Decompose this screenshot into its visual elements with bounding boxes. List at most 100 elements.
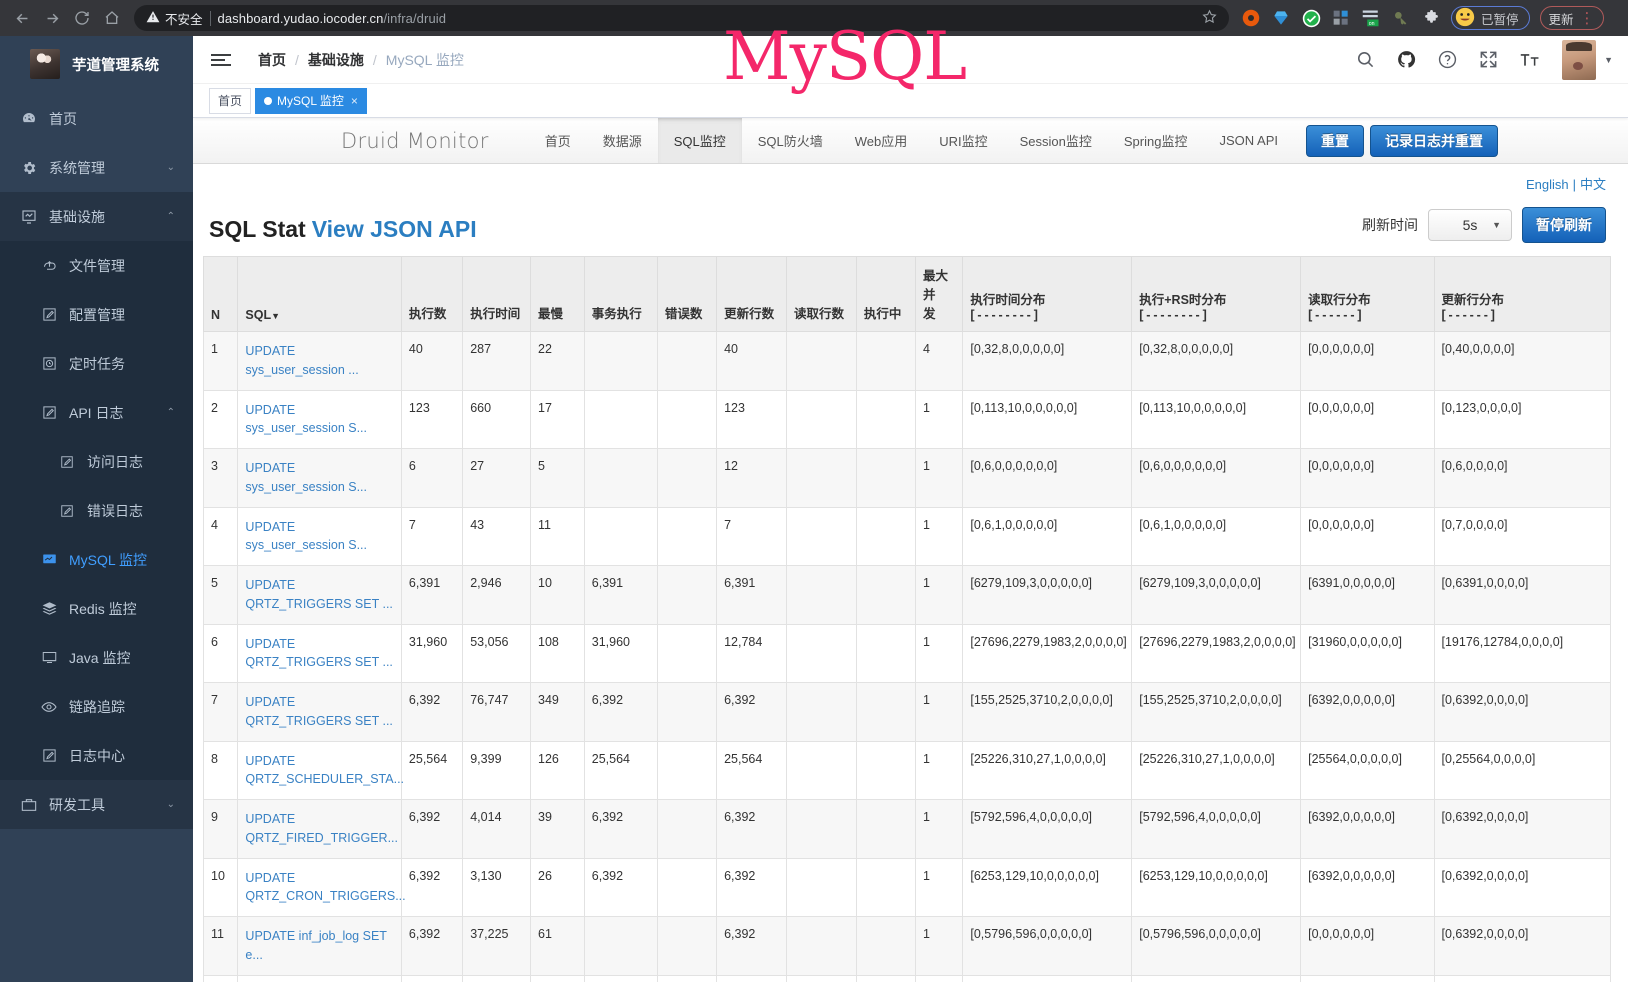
sql-link[interactable]: UPDATE sys_user_session S... xyxy=(245,461,368,494)
back-button[interactable] xyxy=(8,4,36,32)
fullscreen-icon[interactable] xyxy=(1479,50,1498,69)
refresh-interval-select[interactable]: 5s ▼ xyxy=(1428,209,1512,241)
sidebar-item-mysql-monitor[interactable]: MySQL 监控 xyxy=(0,535,193,584)
table-col-header[interactable]: 最大并发 xyxy=(915,256,964,332)
sql-link[interactable]: UPDATE inf_job_log SET e... xyxy=(245,929,387,962)
table-col-header[interactable]: 执行时间 xyxy=(462,256,531,332)
druid-nav-home[interactable]: 首页 xyxy=(544,134,571,149)
sidebar-item-system[interactable]: 系统管理 ⌄ xyxy=(0,143,193,192)
extension-on-icon[interactable]: on xyxy=(1361,8,1381,28)
sql-link[interactable]: UPDATE QRTZ_TRIGGERS SET ... xyxy=(245,578,393,611)
sidebar-item-infra[interactable]: 基础设施 ⌃ xyxy=(0,192,193,241)
cell-time: 2,946 xyxy=(462,565,531,625)
sql-link[interactable]: UPDATE sys_user_session S... xyxy=(245,519,368,553)
breadcrumb-item-infra[interactable]: 基础设施 xyxy=(307,51,364,68)
chevron-down-icon: ▼ xyxy=(1492,220,1501,230)
extension-diamond-icon[interactable] xyxy=(1271,8,1291,28)
table-col-header[interactable]: 执行数 xyxy=(400,256,464,332)
druid-nav-json-api[interactable]: JSON API xyxy=(1219,133,1279,148)
close-icon[interactable]: × xyxy=(350,93,358,108)
cell-rsdist: [0,5796,596,0,0,0,0,0] xyxy=(1131,916,1302,976)
puzzle-extensions-icon[interactable] xyxy=(1421,8,1441,28)
browser-toolbar: 不安全 dashboard.yudao.iocoder.cn/infra/dru… xyxy=(0,0,1628,36)
sidebar-toggle-icon[interactable] xyxy=(211,53,233,66)
sidebar-item-dev-tools[interactable]: 研发工具 ⌄ xyxy=(0,780,193,829)
view-json-api-link[interactable]: View JSON API xyxy=(311,216,477,242)
sql-link[interactable]: UPDATE QRTZ_SCHEDULER_STA... xyxy=(245,753,405,787)
cell-upddist: [0,6392,0,0,0,0] xyxy=(1433,799,1611,859)
tag-mysql-monitor[interactable]: MySQL 监控 × xyxy=(255,87,367,114)
update-pill[interactable]: 更新 ⋮ xyxy=(1539,6,1604,30)
tag-home[interactable]: 首页 xyxy=(209,87,252,114)
bookmark-star-icon[interactable] xyxy=(1202,9,1217,27)
druid-nav-spring-monitor[interactable]: Spring监控 xyxy=(1123,134,1188,149)
sql-link[interactable]: UPDATE QRTZ_TRIGGERS SET ... xyxy=(245,636,393,670)
refresh-label: 刷新时间 xyxy=(1362,217,1418,233)
table-col-header[interactable]: 读取行数 xyxy=(785,256,857,332)
table-col-header[interactable]: 更新行分布[ - - - - - - ] xyxy=(1433,256,1611,332)
security-warning[interactable]: 不安全 xyxy=(146,9,203,28)
extension-key-icon[interactable] xyxy=(1391,8,1411,28)
druid-nav-datasource[interactable]: 数据源 xyxy=(602,134,642,149)
sidebar-logo[interactable]: 芋道管理系统 xyxy=(0,36,193,92)
table-col-header[interactable]: N xyxy=(202,256,239,332)
table-col-header[interactable]: 更新行数 xyxy=(716,256,787,332)
table-row: 1 UPDATE sys_user_session ... 40 287 22 40 4 [0… xyxy=(202,331,1611,391)
sidebar-item-file-manage[interactable]: 文件管理 xyxy=(0,241,193,290)
forward-button[interactable] xyxy=(38,4,66,32)
lang-chinese-link[interactable]: 中文 xyxy=(1579,177,1606,192)
github-icon[interactable] xyxy=(1397,50,1416,69)
sql-link[interactable]: UPDATE sys_user_session S... xyxy=(245,402,368,436)
sql-link[interactable]: UPDATE sys_user_session ... xyxy=(245,344,359,377)
address-bar[interactable]: 不安全 dashboard.yudao.iocoder.cn/infra/dru… xyxy=(134,5,1229,31)
profile-paused-pill[interactable]: 已暂停 xyxy=(1451,6,1530,30)
avatar[interactable] xyxy=(1562,39,1597,80)
help-icon[interactable] xyxy=(1438,50,1457,69)
font-size-icon[interactable] xyxy=(1520,50,1540,69)
table-col-header[interactable]: 事务执行 xyxy=(583,256,658,332)
extension-check-icon[interactable] xyxy=(1301,8,1321,28)
druid-nav-web-app[interactable]: Web应用 xyxy=(854,134,908,149)
extension-orange-icon[interactable] xyxy=(1241,8,1261,28)
druid-nav-session-monitor[interactable]: Session监控 xyxy=(1019,134,1092,149)
table-col-header[interactable]: 执行+RS时分布[ - - - - - - - - ] xyxy=(1131,256,1302,332)
url-host: dashboard.yudao.iocoder.cn xyxy=(217,10,384,26)
lang-english-link[interactable]: English xyxy=(1525,177,1569,192)
sort-desc-icon[interactable]: ▼ xyxy=(271,311,281,321)
table-col-header[interactable]: 最慢 xyxy=(530,256,585,332)
sidebar-item-java-monitor[interactable]: Java 监控 xyxy=(0,633,193,682)
sidebar-item-config-manage[interactable]: 配置管理 xyxy=(0,290,193,339)
sidebar-item-home[interactable]: 首页 xyxy=(0,94,193,143)
table-col-header[interactable]: SQL▼ xyxy=(237,256,402,332)
reload-button[interactable] xyxy=(68,4,96,32)
table-col-header[interactable]: 读取行分布[ - - - - - - ] xyxy=(1300,256,1435,332)
sidebar-item-access-log[interactable]: 访问日志 xyxy=(0,437,193,486)
breadcrumb-separator: / xyxy=(372,51,377,68)
extension-grid-icon[interactable] xyxy=(1331,8,1351,28)
sidebar-item-api-log[interactable]: API 日志 ⌃ xyxy=(0,388,193,437)
table-col-header[interactable]: 错误数 xyxy=(656,256,718,332)
sql-link[interactable]: UPDATE QRTZ_TRIGGERS SET ... xyxy=(245,695,393,728)
sidebar-item-scheduled-task[interactable]: 定时任务 xyxy=(0,339,193,388)
druid-nav-sql-firewall[interactable]: SQL防火墙 xyxy=(757,134,823,149)
home-button[interactable] xyxy=(98,4,126,32)
cell-concurrent: 4 xyxy=(915,331,964,391)
chrome-menu-icon[interactable]: ⋮ xyxy=(1579,9,1595,27)
sidebar-item-redis-monitor[interactable]: Redis 监控 xyxy=(0,584,193,633)
sql-link[interactable]: UPDATE QRTZ_FIRED_TRIGGER... xyxy=(245,812,398,845)
sidebar-item-log-center[interactable]: 日志中心 xyxy=(0,731,193,780)
search-icon[interactable] xyxy=(1356,50,1375,69)
table-col-header[interactable]: 执行中 xyxy=(855,256,917,332)
pause-refresh-button[interactable]: 暂停刷新 xyxy=(1522,207,1606,243)
cell-readdist: [0,0,0,0,0,0] xyxy=(1300,448,1435,508)
chevron-down-icon[interactable]: ▼ xyxy=(1604,54,1613,65)
sidebar-item-trace[interactable]: 链路追踪 xyxy=(0,682,193,731)
sidebar-item-error-log[interactable]: 错误日志 xyxy=(0,486,193,535)
table-col-header[interactable]: 执行时间分布[ - - - - - - - - ] xyxy=(962,256,1133,332)
breadcrumb-item-home[interactable]: 首页 xyxy=(258,51,286,68)
sql-link[interactable]: UPDATE QRTZ_CRON_TRIGGERS... xyxy=(245,870,406,904)
reset-button[interactable]: 重置 xyxy=(1306,124,1365,157)
druid-nav-uri-monitor[interactable]: URI监控 xyxy=(939,134,988,149)
druid-nav-sql-monitor[interactable]: SQL监控 xyxy=(657,118,742,163)
log-and-reset-button[interactable]: 记录日志并重置 xyxy=(1370,124,1499,157)
